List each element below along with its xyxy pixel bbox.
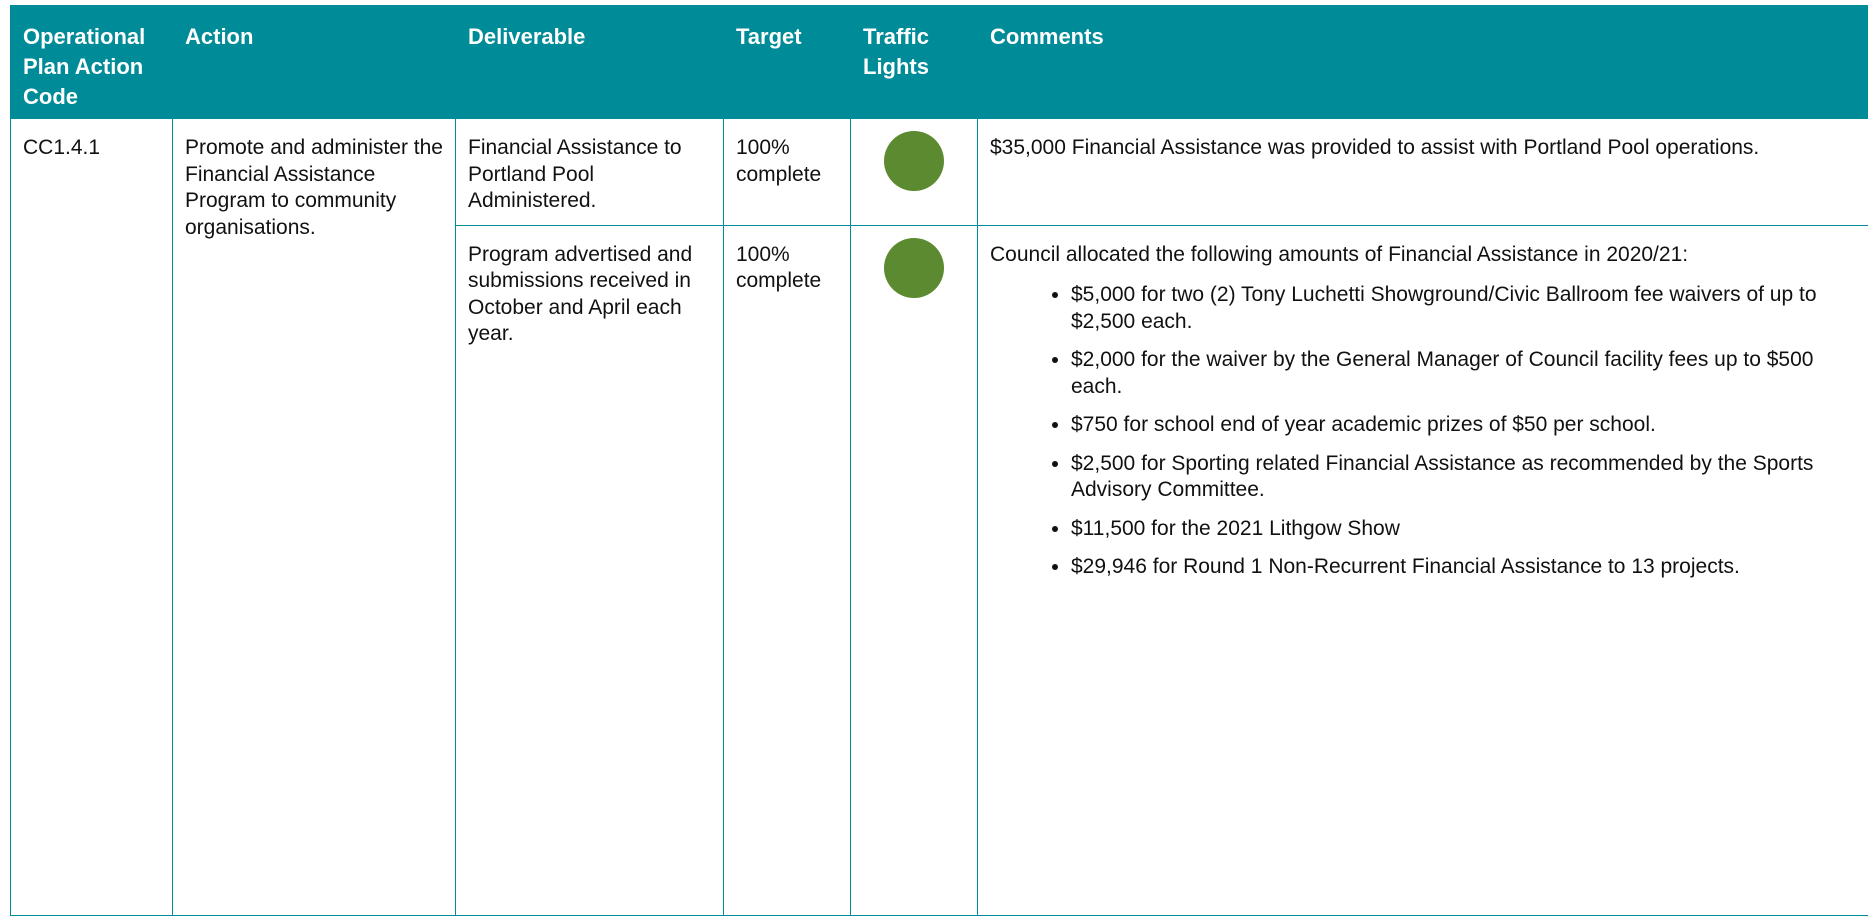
page: Operational Plan Action Code Action Deli… bbox=[0, 0, 1868, 890]
header-cell: Operational Plan Action Code bbox=[11, 6, 173, 119]
deliverable-cell: Financial Assistance to Portland Pool Ad… bbox=[456, 119, 724, 226]
comment-text: Council allocated the following amounts … bbox=[990, 242, 1856, 269]
traffic-light bbox=[884, 131, 944, 191]
comments-cell: $35,000 Financial Assistance was provide… bbox=[978, 119, 1868, 226]
header-cell: Deliverable bbox=[456, 6, 724, 119]
traffic-cell bbox=[851, 225, 978, 915]
header-row: Operational Plan Action Code Action Deli… bbox=[11, 6, 1868, 119]
header-cell: Traffic Lights bbox=[851, 6, 978, 119]
comments-cell: Council allocated the following amounts … bbox=[978, 225, 1868, 915]
bullet-item: $750 for school end of year academic pri… bbox=[1071, 412, 1856, 439]
target-cell: 100% complete bbox=[724, 225, 851, 915]
target-cell: 100% complete bbox=[724, 119, 851, 226]
header-cell: Comments bbox=[978, 6, 1868, 119]
traffic-light bbox=[884, 238, 944, 298]
header-cell: Target bbox=[724, 6, 851, 119]
action-cell: Promote and administer the Financial Ass… bbox=[173, 119, 456, 916]
bullet-item: $29,946 for Round 1 Non-Recurrent Financ… bbox=[1071, 554, 1856, 581]
deliverable-cell: Program advertised and submissions recei… bbox=[456, 225, 724, 915]
bullet-list: $5,000 for two (2) Tony Luchetti Showgro… bbox=[990, 282, 1856, 581]
bullet-item: $2,000 for the waiver by the General Man… bbox=[1071, 347, 1856, 400]
bullet-item: $11,500 for the 2021 Lithgow Show bbox=[1071, 516, 1856, 543]
traffic-cell bbox=[851, 119, 978, 226]
bullet-item: $2,500 for Sporting related Financial As… bbox=[1071, 451, 1856, 504]
report-table: Operational Plan Action Code Action Deli… bbox=[10, 5, 1868, 916]
bullet-item: $5,000 for two (2) Tony Luchetti Showgro… bbox=[1071, 282, 1856, 335]
comment-text: $35,000 Financial Assistance was provide… bbox=[990, 135, 1856, 162]
row: CC1.4.1 Promote and administer the Finan… bbox=[11, 119, 1868, 226]
header-cell: Action bbox=[173, 6, 456, 119]
code-cell: CC1.4.1 bbox=[11, 119, 173, 916]
